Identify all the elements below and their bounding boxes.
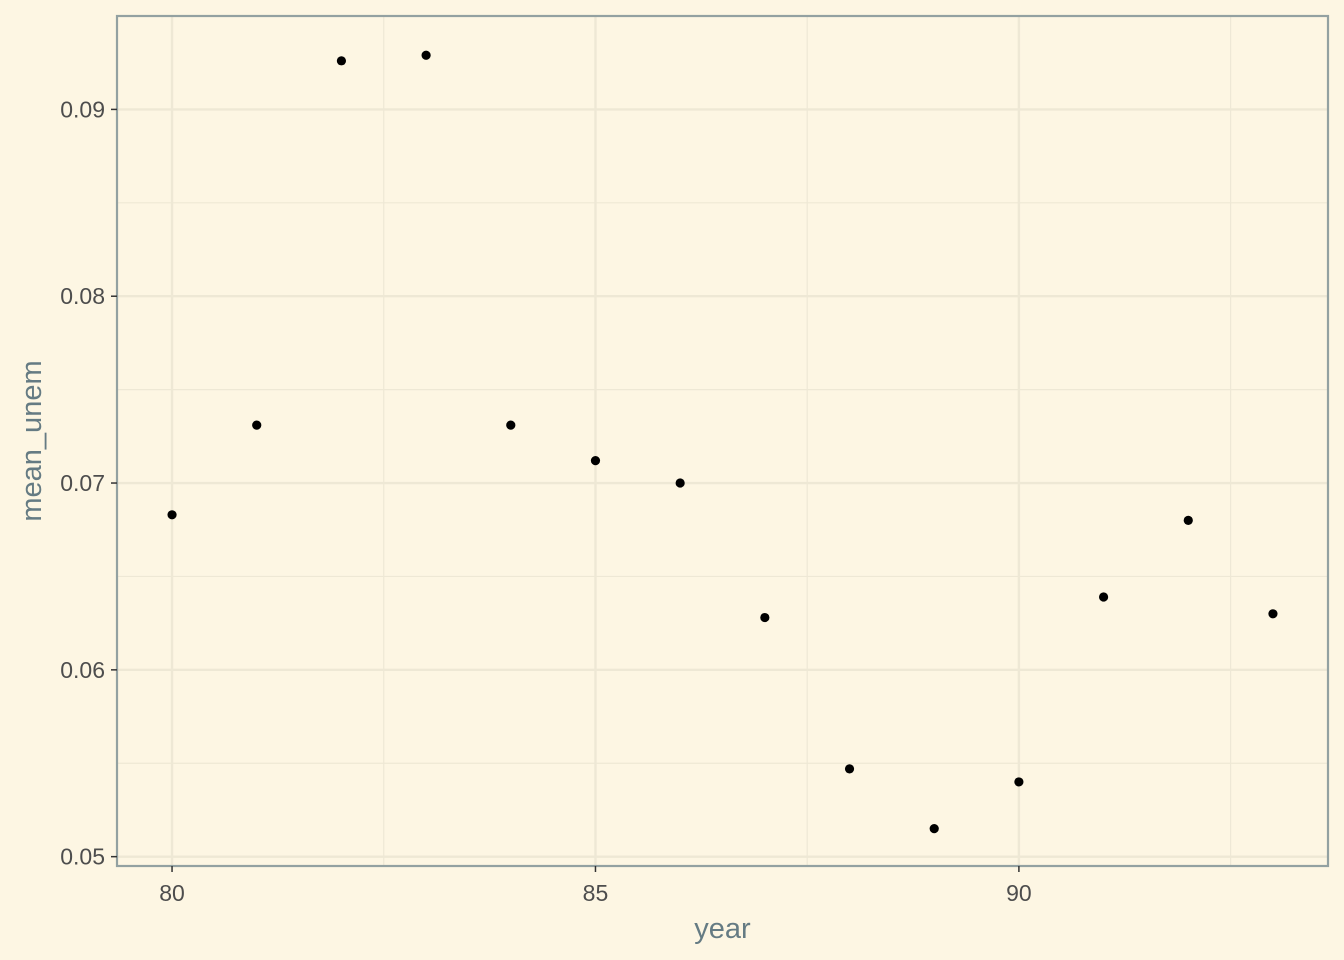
y-tick-label: 0.07 [60,470,105,496]
data-point [336,56,347,66]
data-point [1183,515,1193,525]
data-point [252,420,262,430]
y-tick-label: 0.08 [60,283,105,309]
data-point [675,478,685,488]
data-point [1268,609,1278,619]
data-point [760,612,770,623]
data-point [844,764,855,774]
grid-lines [117,16,1328,866]
y-tick-label: 0.09 [60,96,105,122]
data-points [167,50,1278,834]
data-point [167,510,177,520]
x-axis-ticks: 80 85 90 [159,866,1032,906]
data-point [1014,777,1024,787]
x-tick-label: 85 [583,880,609,906]
data-point [929,824,939,834]
data-point [506,420,516,430]
data-point [590,456,601,466]
y-tick-label: 0.06 [60,657,105,683]
y-axis-ticks: 0.05 0.06 0.07 0.08 0.09 [60,96,117,870]
panel-border [115,14,1330,868]
y-tick-label: 0.05 [60,844,105,870]
data-point [1098,592,1109,602]
x-tick-label: 80 [159,880,185,906]
data-point [421,50,431,60]
x-axis-title: year [694,913,751,945]
y-axis-title: mean_unem [16,360,48,521]
x-tick-label: 90 [1006,880,1032,906]
